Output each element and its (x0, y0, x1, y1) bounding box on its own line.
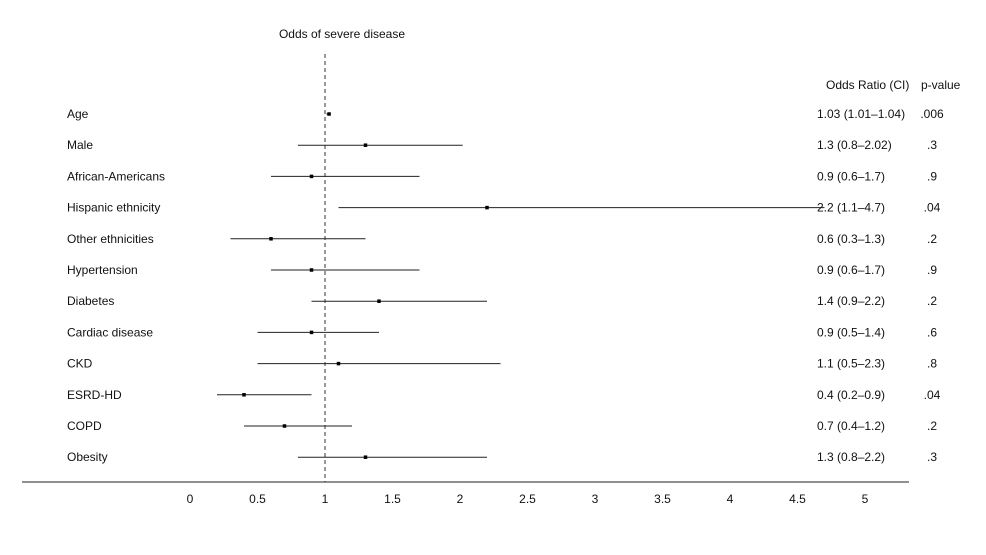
row-label: CKD (67, 357, 93, 371)
or-ci-value: 0.7 (0.4–1.2) (817, 419, 885, 433)
forest-row: Diabetes 1.4 (0.9–2.2) .2 (67, 294, 937, 308)
or-point (363, 143, 368, 147)
or-ci-value: 2.2 (1.1–4.7) (817, 201, 885, 215)
row-label: Other ethnicities (67, 232, 154, 246)
or-ci-column-header: Odds Ratio (CI) (826, 78, 909, 92)
x-tick-label: 5 (862, 492, 869, 506)
forest-row: African-Americans 0.9 (0.6–1.7) .9 (67, 169, 937, 183)
or-ci-value: 0.9 (0.6–1.7) (817, 263, 885, 277)
or-ci-value: 0.4 (0.2–0.9) (817, 388, 885, 402)
x-tick-label: 2.5 (519, 492, 536, 506)
or-point (485, 205, 489, 210)
p-value: .3 (927, 138, 937, 152)
chart-title: Odds of severe disease (279, 27, 405, 41)
row-label: Male (67, 138, 93, 152)
forest-row: ESRD-HD 0.4 (0.2–0.9) .04 (67, 388, 941, 402)
row-label: Age (67, 107, 89, 121)
or-ci-value: 0.9 (0.5–1.4) (817, 325, 885, 339)
or-point (336, 361, 341, 366)
p-value: .2 (927, 419, 937, 433)
or-ci-value: 0.9 (0.6–1.7) (817, 169, 885, 183)
row-label: Diabetes (67, 294, 114, 308)
x-tick-label: 2 (457, 492, 464, 506)
or-point (309, 330, 314, 335)
or-ci-value: 1.4 (0.9–2.2) (817, 294, 885, 308)
x-tick-label: 3 (592, 492, 599, 506)
forest-row: Age 1.03 (1.01–1.04) .006 (67, 107, 944, 121)
or-ci-value: 1.03 (1.01–1.04) (817, 107, 905, 121)
p-value: .8 (927, 357, 937, 371)
x-tick-label: 1.5 (384, 492, 401, 506)
row-label: Obesity (67, 450, 108, 464)
forest-row: COPD 0.7 (0.4–1.2) .2 (67, 419, 937, 433)
row-label: African-Americans (67, 169, 165, 183)
row-label: Hispanic ethnicity (67, 201, 160, 215)
p-value-column-header: p-value (921, 78, 961, 92)
forest-row: Male 1.3 (0.8–2.02) .3 (67, 138, 937, 152)
p-value: .9 (927, 263, 937, 277)
or-point (309, 268, 314, 272)
or-ci-value: 1.1 (0.5–2.3) (817, 357, 885, 371)
p-value: .6 (927, 325, 937, 339)
p-value: .2 (927, 294, 937, 308)
x-tick-label: 4 (727, 492, 734, 506)
forest-row: Hispanic ethnicity 2.2 (1.1–4.7) .04 (67, 201, 941, 215)
x-tick-label: 3.5 (654, 492, 671, 506)
forest-row: Obesity 1.3 (0.8–2.2) .3 (67, 450, 937, 464)
forest-row: Cardiac disease 0.9 (0.5–1.4) .6 (67, 325, 937, 339)
or-point (363, 455, 368, 459)
p-value: .3 (927, 450, 937, 464)
row-label: Hypertension (67, 263, 138, 277)
x-axis: 0 0.5 1 1.5 2 2.5 3 3.5 4 4.5 5 (22, 481, 909, 506)
row-label: COPD (67, 419, 102, 433)
p-value: .04 (924, 201, 941, 215)
p-value: .04 (924, 388, 941, 402)
or-ci-value: 0.6 (0.3–1.3) (817, 232, 885, 246)
forest-row: Hypertension 0.9 (0.6–1.7) .9 (67, 263, 937, 277)
p-value: .9 (927, 169, 937, 183)
or-ci-value: 1.3 (0.8–2.2) (817, 450, 885, 464)
x-tick-label: 0 (187, 492, 194, 506)
forest-rows: Age 1.03 (1.01–1.04) .006 Male 1.3 (0.8–2.02… (67, 107, 944, 464)
row-label: ESRD-HD (67, 388, 122, 402)
or-point (269, 237, 273, 241)
or-point (242, 393, 246, 397)
x-tick-label: 1 (322, 492, 329, 506)
or-point (282, 424, 287, 428)
p-value: .006 (920, 107, 944, 121)
forest-row: CKD 1.1 (0.5–2.3) .8 (67, 357, 937, 371)
row-label: Cardiac disease (67, 325, 153, 339)
or-point (327, 112, 331, 116)
or-point (309, 174, 314, 179)
p-value: .2 (927, 232, 937, 246)
x-tick-label: 0.5 (249, 492, 266, 506)
or-point (377, 299, 381, 303)
forest-row: Other ethnicities 0.6 (0.3–1.3) .2 (67, 232, 937, 246)
or-ci-value: 1.3 (0.8–2.02) (817, 138, 892, 152)
x-tick-label: 4.5 (789, 492, 806, 506)
